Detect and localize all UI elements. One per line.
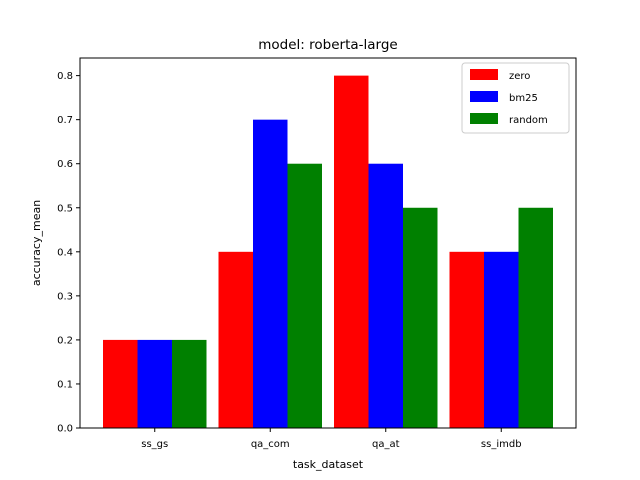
bar-random-qa_com [287,163,322,428]
legend-label-zero: zero [509,71,530,82]
y-axis-ticks: 0.0 0.1 0.2 0.3 0.4 0.5 0.6 0.7 0.8 [57,71,80,435]
y-tick-label: 0.8 [57,71,73,82]
legend-swatch-zero [470,69,498,80]
y-tick-label: 0.1 [57,379,73,390]
legend-label-random: random [509,115,548,126]
y-tick-label: 0.5 [57,203,73,214]
bar-bm25-qa_com [253,119,288,429]
x-tick-label-ss_gs: ss_gs [141,439,168,450]
bar-bm25-ss_gs [137,339,172,428]
y-tick-label: 0.0 [57,424,73,435]
legend-swatch-random [470,113,498,124]
x-tick-label-ss_imdb: ss_imdb [481,439,522,450]
y-tick-label: 0.6 [57,159,73,170]
bar-random-ss_imdb [518,207,553,428]
bar-random-qa_at [403,207,438,428]
bar-zero-qa_com [218,251,253,428]
y-tick-label: 0.3 [57,291,73,302]
bar-zero-ss_gs [103,339,138,428]
bars-group [103,75,553,429]
bar-bm25-ss_imdb [484,251,519,428]
bar-zero-qa_at [334,75,369,428]
chart-title: model: roberta-large [258,37,397,53]
y-tick-label: 0.2 [57,335,73,346]
bar-zero-ss_imdb [449,251,484,428]
legend: zero bm25 random [461,62,570,134]
y-tick-label: 0.4 [57,247,73,258]
bar-random-ss_gs [172,339,207,428]
plot-frame [79,57,577,429]
x-axis-ticks: ss_gs qa_com qa_at ss_imdb [141,428,522,450]
legend-label-bm25: bm25 [509,93,538,104]
y-tick-label: 0.7 [57,115,73,126]
bar-bm25-qa_at [368,163,403,428]
x-tick-label-qa_at: qa_at [372,439,400,450]
y-axis-label: accuracy_mean [30,200,43,286]
x-axis-label: task_dataset [293,458,364,471]
x-tick-label-qa_com: qa_com [251,439,290,450]
legend-swatch-bm25 [470,91,498,102]
